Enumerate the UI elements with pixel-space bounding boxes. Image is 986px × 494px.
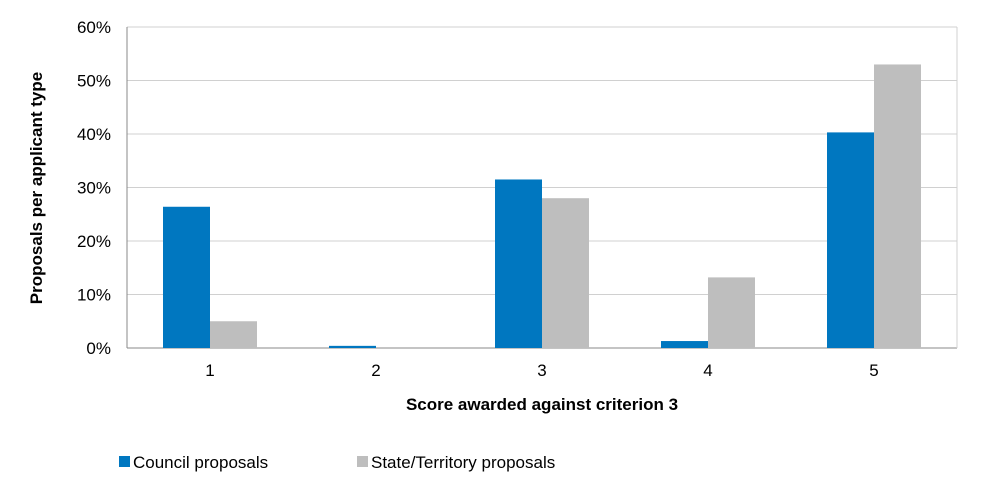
x-tick-label: 3: [537, 361, 546, 380]
bar: [163, 206, 210, 348]
bar: [708, 277, 755, 348]
legend-swatch: [357, 456, 368, 467]
bar: [661, 341, 708, 348]
y-axis-title: Proposals per applicant type: [27, 72, 46, 304]
y-axis-tick-labels: 0% 10% 20% 30% 40% 50% 60%: [77, 18, 111, 358]
x-axis-title: Score awarded against criterion 3: [406, 395, 678, 414]
legend-swatch: [119, 456, 130, 467]
y-tick-label: 60%: [77, 18, 111, 37]
y-tick-label: 20%: [77, 232, 111, 251]
y-tick-label: 50%: [77, 72, 111, 91]
y-tick-label: 10%: [77, 286, 111, 305]
legend-label: Council proposals: [133, 453, 268, 472]
x-axis-tick-labels: 1 2 3 4 5: [205, 361, 878, 380]
bar: [827, 132, 874, 348]
bar: [495, 179, 542, 348]
legend: Council proposals State/Territory proposa…: [119, 453, 555, 472]
x-tick-label: 5: [869, 361, 878, 380]
bar: [329, 345, 376, 348]
y-tick-label: 30%: [77, 179, 111, 198]
y-tick-label: 40%: [77, 125, 111, 144]
y-tick-label: 0%: [86, 339, 111, 358]
bar: [210, 321, 257, 348]
x-tick-label: 2: [371, 361, 380, 380]
x-tick-label: 1: [205, 361, 214, 380]
legend-label: State/Territory proposals: [371, 453, 555, 472]
bar: [542, 198, 589, 348]
x-tick-label: 4: [703, 361, 712, 380]
bar: [874, 64, 921, 348]
bars: [163, 64, 921, 348]
